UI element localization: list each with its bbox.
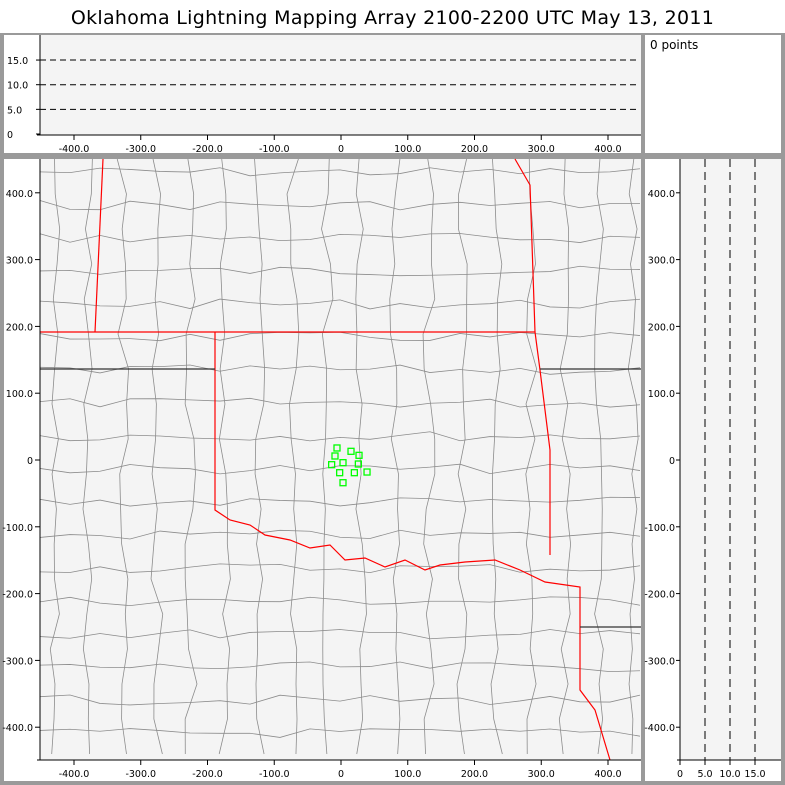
county-line [39, 397, 641, 408]
lightning-source-point [328, 461, 336, 469]
x-tick-label: 0 [338, 144, 344, 155]
state-border [514, 158, 551, 555]
x-tick-label: 0 [677, 769, 683, 780]
state-borders [40, 158, 641, 761]
x-tick-label: 200.0 [461, 144, 488, 155]
county-line [39, 496, 641, 507]
state-border [94, 158, 104, 333]
county-line [116, 158, 129, 755]
x-tick-label: -400.0 [59, 144, 90, 155]
y-tick-label: -300.0 [644, 656, 675, 667]
county-line [49, 158, 61, 755]
x-tick-label: 300.0 [528, 769, 555, 780]
x-tick-label: 0 [338, 769, 344, 780]
y-tick-label: -300.0 [2, 656, 33, 667]
y-tick-label: 15.0 [7, 56, 28, 67]
county-line [594, 158, 604, 755]
x-tick-label: 400.0 [594, 144, 621, 155]
y-tick-label: 100.0 [6, 389, 33, 400]
y-tick-label: 200.0 [648, 322, 675, 333]
lightning-source-point [354, 460, 363, 468]
county-line [39, 563, 641, 574]
y-tick-label: -200.0 [644, 590, 675, 601]
y-tick-label: -100.0 [2, 523, 33, 534]
county-line [39, 431, 641, 442]
county-line [39, 629, 641, 640]
x-tick-label: -200.0 [192, 144, 223, 155]
county-line [82, 158, 93, 755]
county-line [254, 158, 266, 755]
county-line [558, 158, 572, 755]
x-tick-label: -200.0 [192, 769, 223, 780]
lightning-source-point [333, 444, 341, 452]
county-line [321, 158, 334, 755]
county-line [39, 661, 641, 673]
x-tick-label: -400.0 [59, 769, 90, 780]
x-tick-label: 10.0 [719, 769, 740, 780]
county-line [525, 158, 538, 755]
county-line [150, 158, 164, 755]
y-tick-label: -200.0 [2, 590, 33, 601]
x-tick-label: 15.0 [744, 769, 765, 780]
lightning-source-point [347, 447, 355, 455]
x-tick-label: 100.0 [394, 144, 421, 155]
county-line [490, 158, 503, 755]
county-line [39, 200, 641, 211]
lightning-source-point [355, 451, 363, 459]
county-line [39, 694, 641, 706]
y-tick-label: 300.0 [648, 256, 675, 267]
y-tick-label: 200.0 [6, 322, 33, 333]
county-line [184, 158, 198, 755]
county-line [39, 167, 641, 177]
county-line [456, 158, 468, 755]
state-border [214, 332, 611, 761]
county-line [627, 158, 639, 755]
county-line [39, 529, 641, 540]
lightning-source-point [363, 468, 371, 476]
county-line [39, 298, 641, 310]
x-tick-label: 400.0 [594, 769, 621, 780]
county-line [286, 158, 300, 755]
y-tick-label: 100.0 [648, 389, 675, 400]
x-tick-label: -100.0 [259, 144, 290, 155]
info-panel [645, 35, 781, 153]
x-tick-label: 5.0 [697, 769, 712, 780]
plot-title: Oklahoma Lightning Mapping Array 2100-22… [0, 0, 785, 33]
y-tick-label: -400.0 [644, 723, 675, 734]
x-tick-label: -100.0 [259, 769, 290, 780]
x-tick-label: 300.0 [528, 144, 555, 155]
x-tick-label: 100.0 [394, 769, 421, 780]
county-line [218, 158, 231, 755]
y-tick-label: 0 [27, 456, 33, 467]
lightning-source-point [331, 452, 339, 460]
county-line [355, 158, 367, 755]
y-tick-label: 10.0 [7, 81, 28, 92]
x-tick-label: 200.0 [461, 769, 488, 780]
lightning-source-point [336, 469, 344, 477]
y-tick-label: -400.0 [2, 723, 33, 734]
lightning-source-point [350, 469, 359, 477]
county-line [422, 158, 436, 755]
lightning-source-point [339, 459, 347, 467]
lightning-source-point [339, 479, 347, 487]
y-tick-label: 400.0 [648, 189, 675, 200]
y-tick-label: 300.0 [6, 256, 33, 267]
y-tick-label: 5.0 [7, 105, 22, 116]
y-tick-label: 0 [669, 456, 675, 467]
county-line [39, 233, 641, 243]
county-borders [39, 158, 641, 755]
county-line [39, 596, 641, 607]
point-count: 0 points [650, 38, 699, 52]
y-tick-label: 0 [7, 130, 13, 141]
county-line [39, 265, 641, 277]
state-border [540, 368, 641, 628]
county-line [389, 158, 401, 755]
y-tick-label: 400.0 [6, 189, 33, 200]
x-tick-label: -300.0 [125, 144, 156, 155]
county-line [39, 728, 641, 738]
x-tick-label: -300.0 [125, 769, 156, 780]
y-tick-label: -100.0 [644, 523, 675, 534]
